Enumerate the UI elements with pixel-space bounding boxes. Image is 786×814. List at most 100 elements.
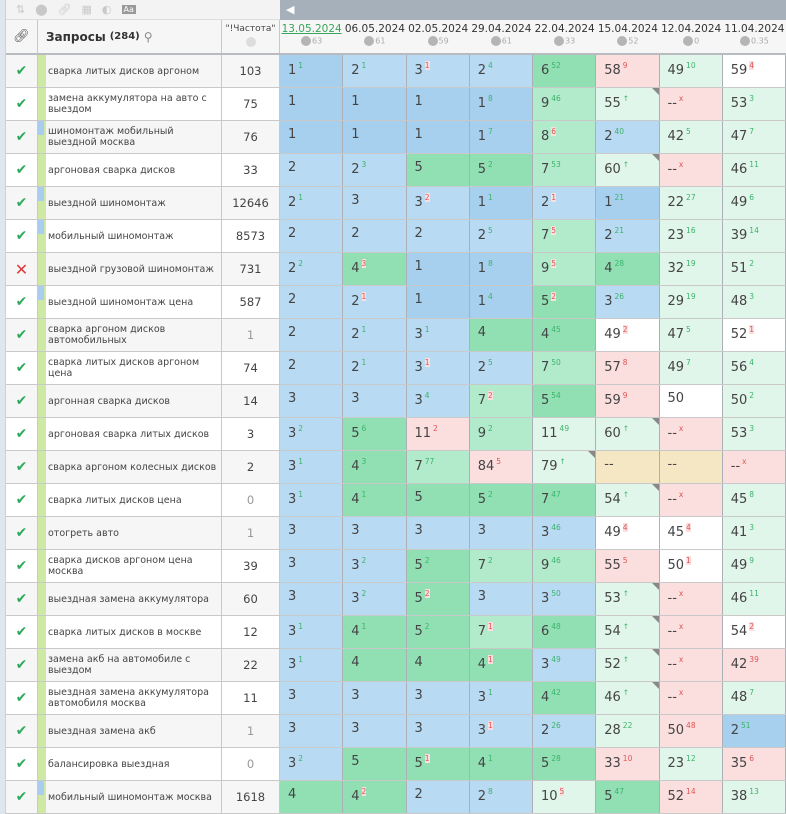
position-cell[interactable]: 3 — [406, 715, 470, 747]
cross-icon[interactable]: ✕ — [6, 253, 38, 285]
position-cell[interactable]: 50 — [659, 385, 723, 417]
position-cell[interactable]: 3 49 — [533, 649, 597, 681]
position-cell[interactable]: 23 16 — [659, 220, 723, 252]
position-cell[interactable]: 52 1 — [722, 319, 786, 351]
query-text[interactable]: выездной шиномонтаж — [46, 187, 222, 219]
position-cell[interactable]: 5 — [406, 154, 470, 186]
position-cell[interactable]: 56 4 — [722, 352, 786, 384]
position-cell[interactable]: 3 46 — [533, 517, 597, 549]
query-text[interactable]: сварка дисков аргоном цена москва — [46, 550, 222, 582]
position-cell[interactable]: 7 53 — [533, 154, 597, 186]
position-cell[interactable]: 5 47 — [596, 781, 660, 813]
position-cell[interactable]: 42 39 — [722, 649, 786, 681]
position-cell[interactable]: 2 — [280, 319, 344, 351]
query-text[interactable]: выездная замена аккумулятора автомобиля … — [46, 682, 222, 714]
query-text[interactable]: выездной шиномонтаж цена — [46, 286, 222, 318]
check-icon[interactable]: ✔ — [6, 154, 38, 186]
position-cell[interactable]: 3 — [280, 583, 344, 615]
position-cell[interactable]: 7 50 — [533, 352, 597, 384]
position-cell[interactable]: 3 — [343, 517, 407, 549]
position-cell[interactable]: 50 48 — [659, 715, 723, 747]
position-cell[interactable]: 50 1 — [659, 550, 723, 582]
position-cell[interactable]: 3 — [280, 682, 344, 714]
position-cell[interactable]: -- — [659, 451, 723, 483]
position-cell[interactable]: 50 2 — [722, 385, 786, 417]
position-cell[interactable]: 7 47 — [533, 484, 597, 516]
position-cell[interactable]: 10 5 — [533, 781, 597, 813]
query-text[interactable]: аргонная сварка дисков — [46, 385, 222, 417]
check-icon[interactable]: ✔ — [6, 220, 38, 252]
date-label[interactable]: 12.04.2024 — [661, 23, 722, 35]
contrast-icon[interactable]: ◐ — [101, 3, 112, 16]
check-icon[interactable]: ✔ — [6, 583, 38, 615]
position-cell[interactable]: 28 22 — [596, 715, 660, 747]
position-cell[interactable]: -- x — [659, 616, 723, 648]
position-cell[interactable]: 53 3 — [722, 418, 786, 450]
date-label[interactable]: 22.04.2024 — [534, 23, 595, 35]
date-label[interactable]: 02.05.2024 — [408, 23, 469, 35]
position-cell[interactable]: 52 ↑ — [596, 649, 660, 681]
check-icon[interactable]: ✔ — [6, 550, 38, 582]
query-text[interactable]: сварка аргоном дисков автомобильных — [46, 319, 222, 351]
position-cell[interactable]: 5 54 — [533, 385, 597, 417]
position-cell[interactable]: 2 — [280, 154, 344, 186]
collapsed-side-panel[interactable] — [0, 0, 6, 814]
position-cell[interactable]: 2 — [406, 220, 470, 252]
position-cell[interactable]: 23 12 — [659, 748, 723, 780]
query-text[interactable]: выездная замена акб — [46, 715, 222, 747]
position-cell[interactable]: 49 4 — [596, 517, 660, 549]
position-cell[interactable]: 1 — [343, 88, 407, 120]
position-cell[interactable]: -- x — [659, 418, 723, 450]
position-cell[interactable]: 3 — [469, 517, 533, 549]
position-cell[interactable]: 46 11 — [722, 154, 786, 186]
position-cell[interactable]: 9 46 — [533, 550, 597, 582]
position-cell[interactable]: 45 4 — [659, 517, 723, 549]
position-cell[interactable]: 9 46 — [533, 88, 597, 120]
position-cell[interactable]: 39 14 — [722, 220, 786, 252]
position-cell[interactable]: 3 — [343, 187, 407, 219]
check-icon[interactable]: ✔ — [6, 286, 38, 318]
position-cell[interactable]: 6 48 — [533, 616, 597, 648]
position-cell[interactable]: -- x — [659, 154, 723, 186]
check-icon[interactable]: ✔ — [6, 517, 38, 549]
date-label[interactable]: 13.05.2024 — [281, 23, 342, 35]
position-cell[interactable]: 5 — [343, 748, 407, 780]
position-cell[interactable]: 1 — [406, 286, 470, 318]
position-cell[interactable]: -- x — [659, 88, 723, 120]
position-cell[interactable]: 4 45 — [533, 319, 597, 351]
check-icon[interactable]: ✔ — [6, 418, 38, 450]
position-cell[interactable]: 49 7 — [659, 352, 723, 384]
position-cell[interactable]: 2 21 — [596, 220, 660, 252]
check-icon[interactable]: ✔ — [6, 484, 38, 516]
position-cell[interactable]: 47 7 — [722, 121, 786, 153]
check-icon[interactable]: ✔ — [6, 352, 38, 384]
position-cell[interactable]: 49 6 — [722, 187, 786, 219]
check-icon[interactable]: ✔ — [6, 121, 38, 153]
position-cell[interactable]: 3 26 — [596, 286, 660, 318]
position-cell[interactable]: 35 6 — [722, 748, 786, 780]
position-cell[interactable]: 22 27 — [659, 187, 723, 219]
position-cell[interactable]: 7 77 — [406, 451, 470, 483]
calculator-icon[interactable]: ▦ — [81, 3, 92, 16]
position-cell[interactable]: 4 — [469, 319, 533, 351]
